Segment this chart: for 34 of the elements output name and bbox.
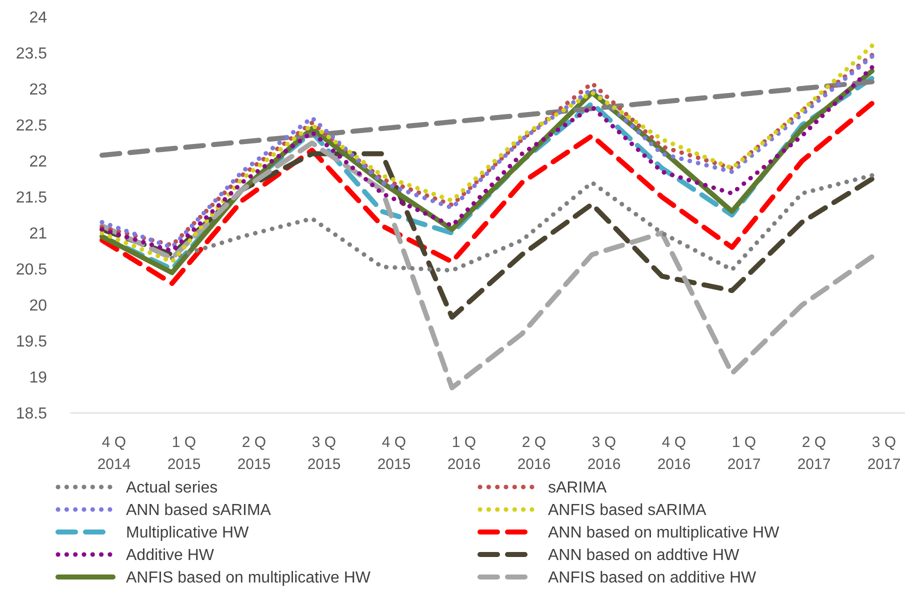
x-tick-label: 3 Q 2015 (307, 434, 341, 473)
legend-label: ANN based on multiplicative HW (548, 524, 780, 542)
y-tick-label: 20.5 (16, 262, 48, 279)
legend-label: ANN based sARIMA (126, 502, 272, 520)
legend-label: Multiplicative HW (126, 524, 250, 542)
legend-label: Actual series (126, 480, 218, 497)
x-tick-label: 2 Q 2016 (517, 434, 551, 473)
y-tick-label: 22.5 (16, 118, 48, 135)
y-tick-label: 19 (29, 370, 48, 387)
legend-label: ANFIS based sARIMA (548, 502, 707, 520)
x-tick-label: 2 Q 2015 (237, 434, 271, 473)
y-tick-label: 24 (29, 10, 48, 27)
y-tick-label: 18.5 (16, 406, 48, 423)
x-tick-label: 3 Q 2017 (867, 434, 901, 473)
x-tick-label: 1 Q 2017 (727, 434, 761, 473)
x-tick-label: 1 Q 2016 (447, 434, 481, 473)
x-tick-label: 4 Q 2016 (657, 434, 691, 473)
y-tick-label: 19.5 (16, 334, 48, 351)
y-tick-label: 20 (29, 298, 48, 315)
y-tick-label: 23.5 (16, 46, 48, 63)
x-tick-label: 4 Q 2014 (97, 434, 131, 473)
legend-label: Additive HW (126, 547, 215, 564)
y-tick-label: 21 (29, 226, 48, 243)
legend-label: ANFIS based on multiplicative HW (126, 570, 372, 587)
y-tick-label: 23 (29, 82, 48, 99)
y-tick-label: 21.5 (16, 190, 48, 207)
x-tick-label: 3 Q 2016 (587, 434, 621, 473)
x-tick-label: 4 Q 2015 (377, 434, 411, 473)
legend-label: sARIMA (548, 480, 607, 497)
y-tick-label: 22 (29, 154, 48, 171)
x-tick-label: 1 Q 2015 (167, 434, 201, 473)
legend-label: ANN based on addtive HW (548, 547, 740, 564)
legend-label: ANFIS based on additive HW (548, 570, 757, 587)
x-tick-label: 2 Q 2017 (797, 434, 831, 473)
